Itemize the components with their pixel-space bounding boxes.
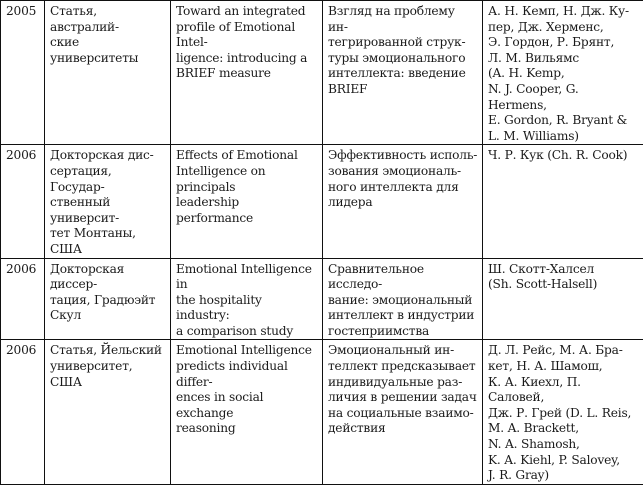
authors-cell: А. Н. Кемп, Н. Дж. Ку- пер, Дж. Херменс,…	[483, 1, 643, 145]
table-row: 2005 Статья, австралий- ские университет…	[1, 1, 643, 145]
authors-cell: Ш. Скотт-Халсел (Sh. Scott-Halsell)	[483, 258, 643, 340]
title-ru-cell: Эффективность исполь- зования эмоциональ…	[323, 145, 483, 258]
source-cell: Докторская диссер- тация, Градюэйт Скул	[45, 258, 171, 340]
title-ru-cell: Взгляд на проблему ин- тегрированной стр…	[323, 1, 483, 145]
year-cell: 2005	[1, 1, 45, 145]
source-cell: Статья, австралий- ские университеты	[45, 1, 171, 145]
year-cell: 2006	[1, 145, 45, 258]
year-cell: 2006	[1, 258, 45, 340]
title-en-cell: Emotional Intelligence in the hospitalit…	[171, 258, 323, 340]
title-ru-cell: Эмоциональный ин- теллект предсказывает …	[323, 340, 483, 484]
title-en-cell: Emotional Intelligence predicts individu…	[171, 340, 323, 484]
table-row: 2006 Докторская диссер- тация, Градюэйт …	[1, 258, 643, 340]
year-cell: 2006	[1, 340, 45, 484]
source-cell: Докторская дис- сертация, Государ- ствен…	[45, 145, 171, 258]
authors-cell: Д. Л. Рейс, М. А. Бра- кет, Н. А. Шамош,…	[483, 340, 643, 484]
source-cell: Статья, Йельский университет, США	[45, 340, 171, 484]
table-row: 2006 Докторская дис- сертация, Государ- …	[1, 145, 643, 258]
title-ru-cell: Сравнительное исследо- вание: эмоциональ…	[323, 258, 483, 340]
table-row: 2006 Статья, Йельский университет, США E…	[1, 340, 643, 484]
title-en-cell: Effects of Emotional Intelligence on pri…	[171, 145, 323, 258]
title-en-cell: Toward an integrated profile of Emotiona…	[171, 1, 323, 145]
authors-cell: Ч. Р. Кук (Ch. R. Cook)	[483, 145, 643, 258]
